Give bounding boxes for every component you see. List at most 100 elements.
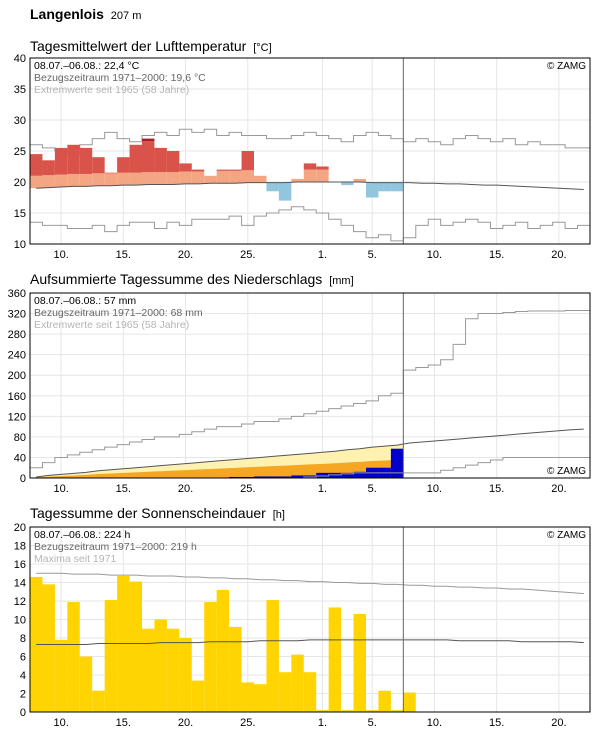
temp-bar-base xyxy=(54,174,68,187)
temp-bar-warm xyxy=(316,166,329,170)
temp-bar-base xyxy=(191,171,205,184)
temp-bar-cool xyxy=(341,182,354,186)
y-tick-label: 25 xyxy=(14,146,26,158)
record-min-line xyxy=(30,206,590,242)
y-tick-label: 2 xyxy=(20,689,26,701)
precip-bar xyxy=(291,475,304,478)
sunshine-bar xyxy=(278,672,292,712)
precip-bar xyxy=(341,472,354,478)
precip-bar xyxy=(266,476,279,478)
x-tick-label: 20. xyxy=(178,483,193,495)
temp-bar-cool xyxy=(390,182,404,192)
temp-bar-base xyxy=(204,175,217,184)
temp-bar-warm xyxy=(216,169,230,171)
y-tick-label: 20 xyxy=(14,177,26,189)
temp-bar-base xyxy=(104,173,118,186)
plot-frame xyxy=(29,526,591,713)
chart-title-sunshine: Tagessumme der Sonnenscheindauer [h] xyxy=(30,505,285,521)
temp-bar-base xyxy=(303,169,317,182)
x-tick-label: 1. xyxy=(318,717,327,729)
sunshine-bar xyxy=(254,684,267,712)
precip-bar xyxy=(328,472,342,478)
x-tick-label: 25. xyxy=(240,483,255,495)
temp-bar-base xyxy=(92,173,105,186)
station-name: Langenlois xyxy=(30,6,104,22)
plot-frame xyxy=(29,292,591,479)
chart-title-text: Tagesmittelwert der Lufttemperatur xyxy=(30,38,247,54)
x-tick-label: 5. xyxy=(368,483,377,495)
info-line-2: Bezugszeitraum 1971–2000: 219 h xyxy=(34,541,197,553)
sunshine-bar xyxy=(179,638,192,712)
y-tick-label: 160 xyxy=(8,391,26,403)
sunshine-bar xyxy=(378,690,391,712)
y-tick-label: 15 xyxy=(14,208,26,220)
temp-bar-base xyxy=(166,172,180,185)
precip-bar xyxy=(241,476,254,478)
temp-bar-hot xyxy=(142,138,155,142)
chart-panel-sunshine: 0 2 4 6 8 10 12 14 16 18 20 10. 15. 20. 25. 1. 5. 10. 15. 2… xyxy=(14,522,591,729)
station-title: Langenlois 207 m xyxy=(30,6,141,22)
sunshine-bar xyxy=(241,682,254,712)
chart-title-precipitation: Aufsummierte Tagessumme des Niederschlag… xyxy=(30,271,354,287)
temp-bar-base xyxy=(154,172,167,185)
x-tick-label: 10. xyxy=(427,717,442,729)
temp-bar-cool xyxy=(378,182,391,192)
temp-bar-base xyxy=(117,172,130,186)
x-tick-label: 20. xyxy=(178,249,193,261)
sunshine-bar xyxy=(353,613,366,712)
precip-bar xyxy=(229,476,242,478)
sunshine-bar xyxy=(216,589,230,712)
chart-title-temperature: Tagesmittelwert der Lufttemperatur [°C] xyxy=(30,38,272,54)
chart-panel-temperature: 10 15 20 25 30 35 40 10. 15. 20. 25. 1. 5. 10. 15. 20. 0… xyxy=(14,53,591,261)
temp-bar-warm xyxy=(67,144,80,174)
sunshine-bar xyxy=(403,692,416,712)
y-tick-label: 12 xyxy=(14,596,26,608)
y-tick-label: 200 xyxy=(8,370,26,382)
sunshine-bar xyxy=(42,584,55,712)
sunshine-bar xyxy=(266,600,279,712)
sunshine-bar xyxy=(54,639,68,712)
y-tick-label: 14 xyxy=(14,578,26,590)
y-tick-label: 240 xyxy=(8,350,26,362)
y-tick-label: 280 xyxy=(8,329,26,341)
x-tick-label: 15. xyxy=(116,717,131,729)
temp-bar-base xyxy=(353,178,366,182)
sunshine-bar xyxy=(191,680,205,712)
temp-bar-warm xyxy=(79,147,93,174)
info-line-1: 08.07.–06.08.: 22,4 °C xyxy=(34,60,140,72)
x-tick-label: 10. xyxy=(427,249,442,261)
y-tick-label: 16 xyxy=(14,559,26,571)
sunshine-bar xyxy=(316,710,329,712)
info-line-2: Bezugszeitraum 1971–2000: 19,6 °C xyxy=(34,72,206,84)
y-tick-label: 40 xyxy=(14,452,26,464)
sunshine-bar xyxy=(303,672,317,712)
x-tick-label: 20. xyxy=(551,483,566,495)
copyright-label: © ZAMG xyxy=(547,61,586,72)
y-tick-label: 6 xyxy=(20,652,26,664)
y-tick-label: 4 xyxy=(20,670,26,682)
sunshine-bar xyxy=(341,710,354,712)
temp-bar-warm xyxy=(92,157,105,174)
temp-bar-warm xyxy=(179,163,192,172)
chart-title-text: Aufsummierte Tagessumme des Niederschlag… xyxy=(30,271,323,287)
y-tick-label: 30 xyxy=(14,115,26,127)
x-tick-label: 25. xyxy=(240,717,255,729)
temp-bar-warm xyxy=(117,157,130,173)
precip-bar xyxy=(316,472,329,478)
precip-bar xyxy=(278,476,292,478)
sunshine-bar xyxy=(67,601,80,712)
temp-bar-warm xyxy=(229,169,242,171)
x-tick-label: 1. xyxy=(318,249,327,261)
info-line-1: 08.07.–06.08.: 224 h xyxy=(34,529,130,541)
x-tick-label: 15. xyxy=(489,717,504,729)
x-tick-label: 15. xyxy=(489,249,504,261)
y-tick-label: 20 xyxy=(14,522,26,534)
temp-bar-base xyxy=(42,175,55,188)
temp-bar-base xyxy=(79,173,93,187)
x-tick-label: 1. xyxy=(318,483,327,495)
y-tick-label: 8 xyxy=(20,633,26,645)
copyright-label: © ZAMG xyxy=(547,466,586,477)
climate-mean-line xyxy=(36,181,584,190)
sunshine-bar xyxy=(328,607,342,712)
y-tick-label: 18 xyxy=(14,541,26,553)
